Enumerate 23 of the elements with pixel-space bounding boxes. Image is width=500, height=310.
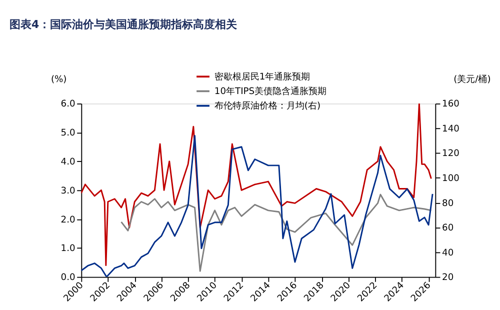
y-tick-label: 0.0 [60, 273, 76, 284]
line-series [120, 194, 432, 272]
chart-title: 图表4：国际油价与美国通胀预期指标高度相关 [9, 18, 238, 31]
legend-label: 10年TIPS美债隐含通胀预期 [214, 86, 327, 97]
line-series [81, 134, 434, 277]
y2-tick-label: 100 [442, 174, 460, 184]
y2-tick-label: 160 [442, 100, 460, 110]
legend-label: 密歇根居民1年通胀预期 [214, 71, 310, 82]
y-tick-label: 2.0 [60, 215, 76, 226]
y-tick-label: 1.0 [60, 244, 76, 254]
y2-axis-title: (美元/桶) [454, 74, 491, 86]
y2-tick-label: 120 [442, 149, 460, 160]
y2-tick-label: 80 [442, 198, 454, 209]
y-tick-label: 3.0 [60, 186, 76, 196]
y2-tick-label: 20 [442, 273, 454, 284]
y-axis-title: (%) [50, 75, 67, 86]
y2-tick-label: 60 [442, 224, 454, 234]
y-tick-label: 5.0 [60, 128, 76, 139]
legend-label: 布伦特原油价格：月均(右) [214, 100, 321, 112]
y-tick-label: 6.0 [60, 100, 76, 110]
y-tick-label: 4.0 [60, 158, 76, 168]
y2-tick-label: 140 [442, 124, 460, 134]
y2-tick-label: 40 [442, 248, 454, 258]
